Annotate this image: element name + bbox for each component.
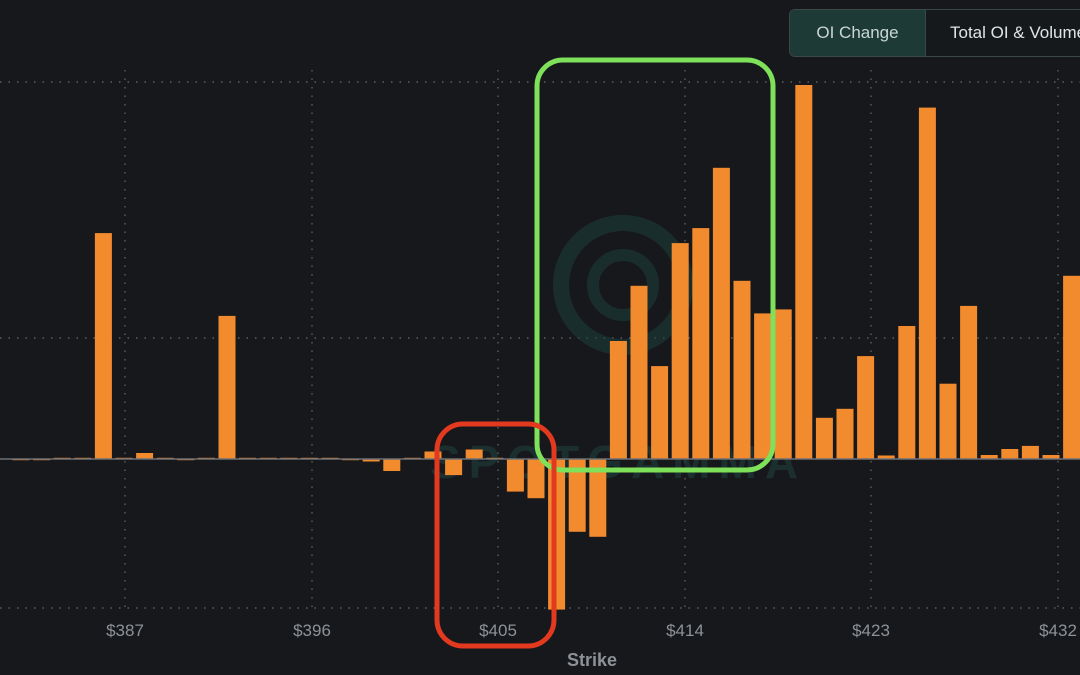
- x-tick-label: $387: [106, 621, 144, 640]
- bar: [136, 453, 154, 459]
- bar: [362, 459, 380, 462]
- view-toggle: OI Change Total OI & Volume: [789, 9, 1080, 57]
- bar: [589, 459, 607, 537]
- bar: [630, 285, 648, 459]
- bar-layer: [12, 85, 1080, 610]
- oi-change-tab[interactable]: OI Change: [790, 10, 926, 56]
- bar: [671, 243, 689, 459]
- bar: [960, 305, 978, 459]
- bar: [877, 455, 895, 459]
- highlight-layer: [434, 57, 776, 649]
- bar: [1063, 275, 1080, 459]
- highlight-box-red: [434, 421, 557, 649]
- bar: [465, 449, 483, 459]
- bar: [733, 280, 751, 459]
- total-oi-volume-tab[interactable]: Total OI & Volume: [950, 23, 1080, 42]
- bar: [1021, 445, 1039, 459]
- bar: [506, 459, 524, 492]
- bar: [774, 309, 792, 459]
- bar: [1042, 455, 1060, 459]
- bar: [445, 459, 463, 476]
- x-tick-label: $405: [479, 621, 517, 640]
- bar: [609, 341, 627, 459]
- bar: [218, 315, 236, 459]
- watermark-logo-inner: [587, 249, 659, 321]
- bar: [898, 326, 916, 459]
- bar: [939, 383, 957, 459]
- bar: [918, 107, 936, 459]
- x-tick-label: $396: [293, 621, 331, 640]
- bar: [712, 167, 730, 460]
- grid-layer: [0, 70, 1080, 609]
- bar: [94, 233, 112, 459]
- bar: [527, 459, 545, 499]
- bar: [857, 356, 875, 459]
- bar: [980, 455, 998, 459]
- bar: [815, 417, 833, 459]
- bar: [383, 459, 401, 471]
- x-tick-labels: $387 $396 $405 $414 $423 $432: [106, 621, 1077, 640]
- x-tick-label: $423: [852, 621, 890, 640]
- bar: [548, 459, 566, 610]
- bar: [836, 408, 854, 459]
- highlight-box-green: [534, 57, 776, 473]
- bar: [651, 366, 669, 459]
- x-axis-title: Strike: [567, 650, 617, 670]
- watermark-logo: [553, 215, 693, 355]
- bar: [754, 313, 772, 459]
- bar: [795, 85, 813, 459]
- bar: [1001, 449, 1019, 459]
- x-tick-label: $414: [666, 621, 704, 640]
- bar: [568, 459, 586, 532]
- bar: [692, 228, 710, 459]
- x-tick-label: $432: [1039, 621, 1077, 640]
- bar: [424, 451, 442, 459]
